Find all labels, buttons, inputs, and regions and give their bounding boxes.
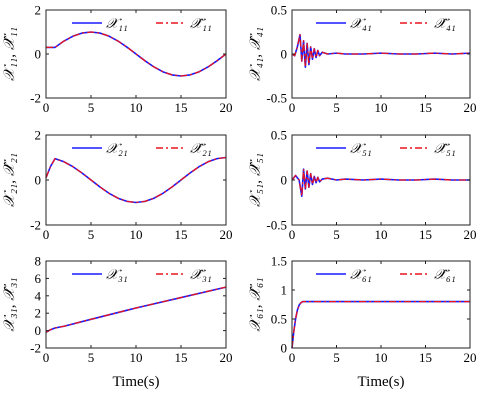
y-tick-label: -2 [30,218,41,233]
x-tick-label: 10 [130,350,143,365]
x-tick-label: 20 [464,350,477,365]
x-tick-label: 20 [220,227,233,242]
y-tick-label: 6 [35,271,42,286]
y-tick-label: -2 [30,341,41,356]
x-axis-label: Time(s) [113,374,160,390]
legend: 𝒳₂₁ 𝒳̂₂₁ [72,142,212,157]
y-axis-label: 𝒳₅₁, 𝒳̂₅₁ [248,153,264,207]
x-tick-label: 15 [175,227,188,242]
y-tick-label: 0.5 [271,3,287,18]
y-tick-label: 0 [281,47,288,62]
y-tick-label: 1.5 [271,254,287,269]
y-tick-label: -0.5 [266,91,287,106]
y-tick-label: 0.5 [271,128,287,143]
series-line-actual [291,168,470,197]
x-tick-label: 10 [375,227,388,242]
x-tick-label: 10 [375,100,388,115]
series-line-actual [46,31,227,77]
legend: 𝒳₅₁ 𝒳̂₅₁ [316,142,456,157]
y-tick-label: 2 [35,128,42,143]
x-tick-label: 20 [464,227,477,242]
legend-label: 𝒳̂₃₁ [190,268,212,283]
legend-label: 𝒳₁₁ [106,17,128,32]
series-line-estimate [45,286,227,333]
x-tick-label: 5 [333,350,340,365]
x-tick-label: 5 [88,100,95,115]
series-line-estimate [291,168,470,197]
series-line-actual [45,156,227,204]
x-tick-label: 15 [175,350,188,365]
y-axis-label: 𝒳₂₁, 𝒳̂₂₁ [2,153,18,207]
x-tick-label: 20 [220,350,233,365]
series-line-actual [45,286,227,334]
y-tick-label: 2 [35,3,42,18]
x-tick-label: 0 [43,350,50,365]
x-tick-label: 5 [88,350,95,365]
x-tick-label: 15 [419,227,432,242]
legend-label: 𝒳̂₅₁ [434,142,456,157]
legend-label: 𝒳̂₄₁ [434,17,456,32]
x-tick-label: 10 [375,350,388,365]
y-tick-label: 4 [35,288,42,303]
x-tick-label: 5 [333,227,340,242]
series-line-estimate [45,156,227,204]
y-tick-label: 0 [281,341,288,356]
legend-label: 𝒳₄₁ [350,17,372,32]
y-tick-label: -0.5 [266,218,287,233]
subplot-6: 0 5 10 15 20 0 0.5 1 1.5 𝒳₆₁, 𝒳̂₆₁ Time(s) 𝒳₆₁ 𝒳̂₆₁ [248,254,477,391]
y-tick-label: 0.5 [271,312,287,327]
y-tick-label: 0 [281,173,288,188]
y-tick-label: 8 [35,254,42,269]
y-tick-label: 1 [281,283,288,298]
x-tick-label: 20 [220,100,233,115]
x-tick-label: 5 [333,100,340,115]
x-tick-label: 0 [289,100,296,115]
y-axis-label: 𝒳₄₁, 𝒳̂₄₁ [248,27,264,81]
x-tick-label: 0 [289,350,296,365]
series-line-estimate [291,300,470,349]
x-tick-label: 10 [130,227,143,242]
x-tick-label: 10 [130,100,143,115]
legend-label: 𝒳₂₁ [106,142,128,157]
x-tick-label: 5 [88,227,95,242]
series-line-actual [291,300,470,349]
legend: 𝒳₁₁ 𝒳̂₁₁ [72,17,212,32]
y-tick-label: 2 [35,306,42,321]
series-line-estimate [46,31,227,77]
x-tick-label: 15 [419,100,432,115]
series-line-estimate [291,33,471,68]
legend: 𝒳₆₁ 𝒳̂₆₁ [316,268,456,283]
legend-label: 𝒳₅₁ [350,142,372,157]
y-tick-label: 0 [35,323,42,338]
y-tick-label: -2 [30,91,41,106]
y-tick-label: 0 [35,173,42,188]
y-tick-label: 0 [35,47,42,62]
legend: 𝒳₄₁ 𝒳̂₄₁ [316,17,456,32]
y-axis-label: 𝒳₃₁, 𝒳̂₃₁ [2,277,18,331]
series-line-actual [291,33,471,68]
x-tick-label: 20 [464,100,477,115]
x-tick-label: 0 [43,100,50,115]
legend-label: 𝒳₆₁ [350,268,372,283]
legend-label: 𝒳₃₁ [106,268,128,283]
y-axis-label: 𝒳₁₁, 𝒳̂₁₁ [2,27,18,81]
x-tick-label: 0 [289,227,296,242]
x-axis-label: Time(s) [358,374,405,390]
legend-label: 𝒳̂₂₁ [190,142,212,157]
legend: 𝒳₃₁ 𝒳̂₃₁ [72,268,212,283]
y-axis-label: 𝒳₆₁, 𝒳̂₆₁ [248,277,264,331]
x-tick-label: 15 [419,350,432,365]
legend-label: 𝒳̂₁₁ [190,17,212,32]
x-tick-label: 0 [43,227,50,242]
legend-label: 𝒳̂₆₁ [434,268,456,283]
x-tick-label: 15 [175,100,188,115]
